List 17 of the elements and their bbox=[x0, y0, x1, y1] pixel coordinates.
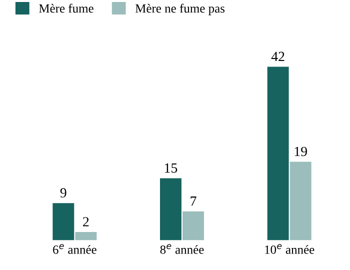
data-label: 19 bbox=[294, 146, 307, 156]
x-tick-label: 8$^{e}$ année bbox=[160, 244, 204, 254]
bar bbox=[160, 178, 182, 240]
bar bbox=[52, 203, 74, 240]
data-label: 9 bbox=[60, 188, 66, 198]
legend-label: Mère ne fume pas bbox=[135, 4, 225, 16]
data-label: 15 bbox=[165, 163, 178, 173]
legend-label: Mère fume bbox=[39, 4, 94, 13]
bar bbox=[182, 211, 204, 240]
bar bbox=[290, 162, 312, 240]
x-tick-label: 6$^{e}$ année bbox=[53, 244, 96, 254]
bar bbox=[75, 232, 97, 240]
data-label: 2 bbox=[83, 217, 89, 226]
bar bbox=[267, 66, 289, 240]
data-label: 42 bbox=[271, 52, 284, 61]
data-label: 7 bbox=[190, 196, 196, 206]
x-tick-label: 10$^{e}$ année bbox=[265, 244, 314, 254]
